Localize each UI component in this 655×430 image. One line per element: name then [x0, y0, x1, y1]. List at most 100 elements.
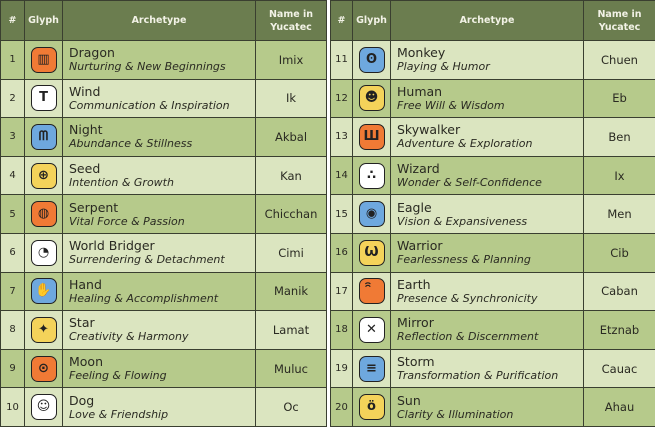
archetype-title: Wizard — [397, 161, 440, 177]
glyph-cell: ⊕ — [24, 155, 63, 196]
glyph-cell: ◉ — [352, 194, 391, 234]
archetype-subtitle: Transformation & Purification — [397, 369, 559, 383]
archetype-title: Monkey — [397, 45, 446, 61]
world-bridger-glyph-icon: ◔ — [30, 239, 57, 266]
archetype-subtitle: Clarity & Illumination — [397, 407, 514, 421]
glyph-cell: ▥ — [24, 40, 63, 80]
glyph-cell: ◔ — [24, 232, 63, 273]
archetype-title: Earth — [397, 276, 431, 292]
yucatec-name: Cauac — [583, 348, 655, 389]
dragon-glyph-icon: ▥ — [30, 46, 57, 73]
table-row: 9 ⊙ Moon Feeling & Flowing Muluc — [0, 348, 327, 389]
header-glyph: Glyph — [24, 0, 63, 41]
yucatec-name: Men — [583, 194, 655, 234]
yucatec-name: Ix — [583, 155, 655, 196]
archetype-title: Skywalker — [397, 122, 461, 138]
skywalker-glyph-icon: Ш — [358, 123, 385, 150]
archetype-cell: Moon Feeling & Flowing — [62, 348, 256, 389]
glyph-cell: ◍ — [24, 194, 63, 234]
dog-glyph-icon: ☺ — [30, 394, 57, 421]
seed-glyph-icon: ⊕ — [30, 162, 57, 189]
table-row: 15 ◉ Eagle Vision & Expansiveness Men — [330, 194, 655, 234]
table-row: 10 ☺ Dog Love & Friendship Oc — [0, 387, 327, 427]
row-number: 5 — [0, 194, 25, 234]
row-number: 2 — [0, 78, 25, 119]
archetype-cell: World Bridger Surrendering & Detachment — [62, 232, 256, 273]
header-num: # — [0, 0, 25, 41]
row-number: 18 — [330, 310, 353, 350]
table-row: 18 ✕ Mirror Reflection & Discernment Etznab — [330, 310, 655, 350]
row-number: 20 — [330, 387, 353, 427]
archetype-cell: Warrior Fearlessness & Planning — [390, 232, 584, 273]
header-archetype: Archetype — [62, 0, 256, 41]
yucatec-name: Lamat — [255, 310, 327, 350]
glyph-cell: ✦ — [24, 310, 63, 350]
archetype-cell: Human Free Will & Wisdom — [390, 78, 584, 119]
archetype-subtitle: Vital Force & Passion — [69, 214, 185, 228]
archetype-cell: Wizard Wonder & Self-Confidence — [390, 155, 584, 196]
archetype-title: Serpent — [69, 199, 119, 215]
archetype-subtitle: Love & Friendship — [69, 407, 169, 421]
table-row: 7 ✋ Hand Healing & Accomplishment Manik — [0, 271, 327, 312]
earth-glyph-icon: ꩰ — [358, 278, 385, 305]
row-number: 7 — [0, 271, 25, 312]
row-number: 8 — [0, 310, 25, 350]
yucatec-name: Etznab — [583, 310, 655, 350]
table-row: 2 T Wind Communication & Inspiration Ik — [0, 78, 327, 119]
archetype-cell: Hand Healing & Accomplishment — [62, 271, 256, 312]
row-number: 12 — [330, 78, 353, 119]
archetype-title: World Bridger — [69, 238, 155, 254]
archetype-title: Wind — [69, 83, 101, 99]
archetype-subtitle: Healing & Accomplishment — [69, 291, 219, 305]
glyph-cell: ☺ — [24, 387, 63, 427]
archetype-title: Moon — [69, 354, 104, 370]
night-glyph-icon: ᗰ — [30, 123, 57, 150]
archetype-subtitle: Wonder & Self-Confidence — [397, 176, 542, 190]
day-signs-table-left: # Glyph Archetype Name in Yucatec 1 ▥ Drag… — [0, 0, 327, 427]
glyph-cell: ꩰ — [352, 271, 391, 312]
glyph-cell: ⊙ — [24, 348, 63, 389]
table-row: 14 ∴ Wizard Wonder & Self-Confidence Ix — [330, 155, 655, 196]
yucatec-name: Muluc — [255, 348, 327, 389]
glyph-cell: ✋ — [24, 271, 63, 312]
archetype-cell: Storm Transformation & Purification — [390, 348, 584, 389]
wizard-glyph-icon: ∴ — [358, 162, 385, 189]
human-glyph-icon: ☻ — [358, 85, 385, 112]
glyph-cell: ᗰ — [24, 117, 63, 157]
header-name: Name in Yucatec — [583, 0, 655, 41]
archetype-cell: Earth Presence & Synchronicity — [390, 271, 584, 312]
archetype-cell: Night Abundance & Stillness — [62, 117, 256, 157]
header-name: Name in Yucatec — [255, 0, 327, 41]
table-row: 6 ◔ World Bridger Surrendering & Detachment… — [0, 232, 327, 273]
row-number: 3 — [0, 117, 25, 157]
row-number: 6 — [0, 232, 25, 273]
table-row: 16 Ѡ Warrior Fearlessness & Planning Cib — [330, 232, 655, 273]
glyph-cell: Ш — [352, 117, 391, 157]
archetype-subtitle: Playing & Humor — [397, 60, 490, 74]
glyph-cell: ≡ — [352, 348, 391, 389]
table-row: 19 ≡ Storm Transformation & Purification Cau… — [330, 348, 655, 389]
yucatec-name: Akbal — [255, 117, 327, 157]
header-row: # Glyph Archetype Name in Yucatec — [330, 0, 655, 41]
archetype-subtitle: Nurturing & New Beginnings — [69, 60, 226, 74]
archetype-title: Night — [69, 122, 103, 138]
star-glyph-icon: ✦ — [30, 316, 57, 343]
archetype-subtitle: Creativity & Harmony — [69, 330, 189, 344]
row-number: 4 — [0, 155, 25, 196]
yucatec-name: Caban — [583, 271, 655, 312]
row-number: 11 — [330, 40, 353, 80]
archetype-subtitle: Free Will & Wisdom — [397, 98, 505, 112]
archetype-cell: Skywalker Adventure & Exploration — [390, 117, 584, 157]
header-glyph: Glyph — [352, 0, 391, 41]
archetype-subtitle: Feeling & Flowing — [69, 369, 167, 383]
archetype-title: Seed — [69, 161, 101, 177]
storm-glyph-icon: ≡ — [358, 355, 385, 382]
table-row: 8 ✦ Star Creativity & Harmony Lamat — [0, 310, 327, 350]
moon-glyph-icon: ⊙ — [30, 355, 57, 382]
row-number: 15 — [330, 194, 353, 234]
archetype-title: Human — [397, 83, 443, 99]
row-number: 17 — [330, 271, 353, 312]
archetype-subtitle: Reflection & Discernment — [397, 330, 539, 344]
table-row: 11 ʘ Monkey Playing & Humor Chuen — [330, 40, 655, 80]
